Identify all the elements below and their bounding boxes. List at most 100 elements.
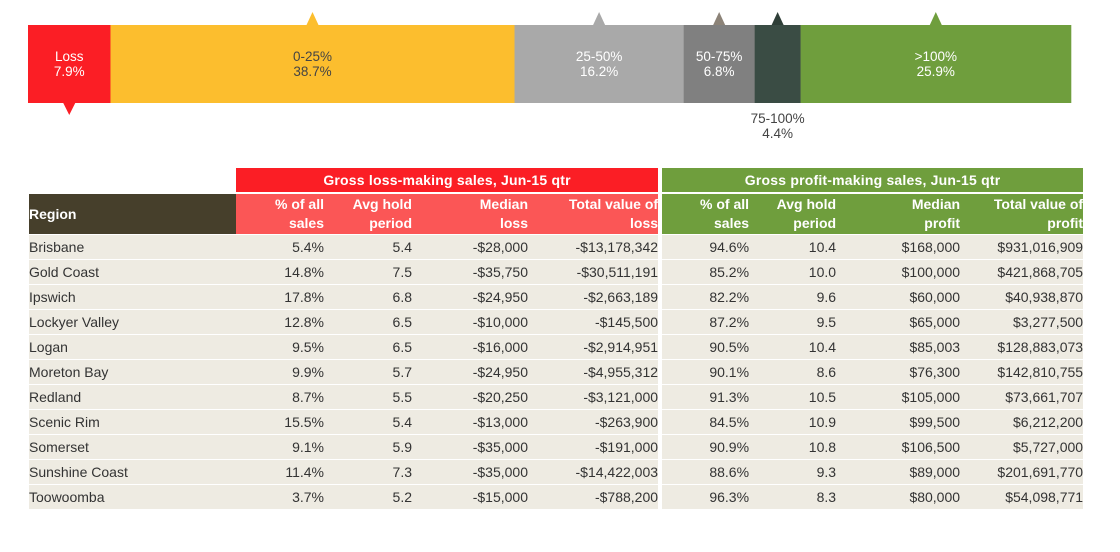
loss-cell: -$28,000 <box>412 234 528 259</box>
profit-cell: $201,691,770 <box>960 459 1084 484</box>
loss-cell: 17.8% <box>236 284 324 309</box>
table-row: Ipswich 17.8% 6.8 -$24,950 -$2,663,189 82.2% 9… <box>29 284 1084 309</box>
profit-cell: $80,000 <box>836 484 961 509</box>
loss-cell: -$13,000 <box>412 409 528 434</box>
loss-cell: -$4,955,312 <box>528 359 663 384</box>
loss-col-header-line: period <box>369 215 412 231</box>
table-body: Brisbane 5.4% 5.4 -$28,000 -$13,178,342 94.6%… <box>29 234 1084 509</box>
loss-cell: 3.7% <box>236 484 324 509</box>
segment-label-25-50: 25-50% <box>576 49 623 64</box>
profit-cell: $3,277,500 <box>960 309 1084 334</box>
loss-cell: 6.8 <box>324 284 412 309</box>
loss-cell: 5.2 <box>324 484 412 509</box>
profit-cell: 9.5 <box>749 309 837 334</box>
segment-label-0-25: 0-25% <box>293 49 332 64</box>
loss-cell: -$16,000 <box>412 334 528 359</box>
loss-col-header-line: Total value of <box>568 196 659 212</box>
profit-cell: $60,000 <box>836 284 961 309</box>
loss-group-title: Gross loss-making sales, Jun-15 qtr <box>236 168 663 192</box>
bar-segment-75-100 <box>754 25 801 103</box>
profit-cell: 10.5 <box>749 384 837 409</box>
region-cell: Somerset <box>29 434 236 459</box>
table-row: Gold Coast 14.8% 7.5 -$35,750 -$30,511,191 85… <box>29 259 1084 284</box>
segment-label-75-100: 75-100% <box>751 111 805 126</box>
loss-cell: 5.7 <box>324 359 412 384</box>
loss-cell: 5.5 <box>324 384 412 409</box>
loss-cell: 9.1% <box>236 434 324 459</box>
profit-cell: 10.8 <box>749 434 837 459</box>
marker-25-50 <box>593 12 606 25</box>
marker-loss <box>63 103 76 115</box>
region-cell: Sunshine Coast <box>29 459 236 484</box>
profit-cell: $85,003 <box>836 334 961 359</box>
table-row: Lockyer Valley 12.8% 6.5 -$10,000 -$145,500 8… <box>29 309 1084 334</box>
loss-col-header-line: loss <box>630 215 659 231</box>
table-row: Moreton Bay 9.9% 5.7 -$24,950 -$4,955,312 90.… <box>29 359 1084 384</box>
loss-cell: 7.3 <box>324 459 412 484</box>
segment-value-25-50: 16.2% <box>580 64 618 79</box>
profit-cell: $142,810,755 <box>960 359 1084 384</box>
segment-label-100: >100% <box>915 49 957 64</box>
profit-col-header-line: profit <box>924 215 961 231</box>
profit-cell: 82.2% <box>662 284 750 309</box>
loss-cell: 5.4 <box>324 234 412 259</box>
region-cell: Redland <box>29 384 236 409</box>
table-row: Toowoomba 3.7% 5.2 -$15,000 -$788,200 96.3% 8.… <box>29 484 1084 509</box>
loss-cell: 6.5 <box>324 334 412 359</box>
profit-cell: $5,727,000 <box>960 434 1084 459</box>
table-row: Redland 8.7% 5.5 -$20,250 -$3,121,000 91.3% 10… <box>29 384 1084 409</box>
loss-cell: -$788,200 <box>528 484 663 509</box>
loss-cell: -$35,750 <box>412 259 528 284</box>
profit-col-header-line: Total value of <box>993 196 1084 212</box>
profit-cell: 9.3 <box>749 459 837 484</box>
segment-label-50-75: 50-75% <box>696 49 743 64</box>
profit-cell: 8.3 <box>749 484 837 509</box>
marker-75-100 <box>771 12 784 25</box>
profit-cell: $73,661,707 <box>960 384 1084 409</box>
loss-col-header: Median loss <box>412 192 528 234</box>
profit-cell: $65,000 <box>836 309 961 334</box>
bar-segment-0-25 <box>110 25 515 103</box>
bar-segment-50-75 <box>683 25 755 103</box>
profit-cell: $421,868,705 <box>960 259 1084 284</box>
profit-cell: $931,016,909 <box>960 234 1084 259</box>
profit-cell: 90.5% <box>662 334 750 359</box>
marker-0-25 <box>306 12 319 25</box>
loss-col-header: % of all sales <box>236 192 324 234</box>
table-row: Logan 9.5% 6.5 -$16,000 -$2,914,951 90.5% 10.4… <box>29 334 1084 359</box>
loss-cell: -$35,000 <box>412 459 528 484</box>
loss-cell: -$35,000 <box>412 434 528 459</box>
table-row: Somerset 9.1% 5.9 -$35,000 -$191,000 90.9% 10.… <box>29 434 1084 459</box>
loss-cell: 5.4 <box>324 409 412 434</box>
segment-value-75-100: 4.4% <box>762 126 793 141</box>
profit-cell: 10.4 <box>749 334 837 359</box>
bar-segment-loss <box>28 25 111 103</box>
profit-cell: 90.1% <box>662 359 750 384</box>
region-cell: Gold Coast <box>29 259 236 284</box>
marker-100 <box>929 12 942 25</box>
profit-cell: 87.2% <box>662 309 750 334</box>
loss-col-header: Total value of loss <box>528 192 663 234</box>
loss-cell: -$3,121,000 <box>528 384 663 409</box>
loss-cell: 12.8% <box>236 309 324 334</box>
profit-col-header-line: sales <box>714 215 750 231</box>
profit-group-title: Gross profit-making sales, Jun-15 qtr <box>662 168 1084 192</box>
loss-cell: 14.8% <box>236 259 324 284</box>
profit-cell: $106,500 <box>836 434 961 459</box>
profit-col-header-line: Median <box>911 196 961 212</box>
sales-summary-table: Gross loss-making sales, Jun-15 qtr Gros… <box>29 168 1084 509</box>
profit-col-header: % of all sales <box>662 192 750 234</box>
segment-value-loss: 7.9% <box>54 64 85 79</box>
profit-col-header: Avg hold period <box>749 192 837 234</box>
loss-col-header-line: Avg hold <box>352 196 412 212</box>
profit-col-header-line: period <box>793 215 837 231</box>
loss-cell: 5.4% <box>236 234 324 259</box>
segment-label-loss: Loss <box>55 49 84 64</box>
region-cell: Lockyer Valley <box>29 309 236 334</box>
loss-cell: 7.5 <box>324 259 412 284</box>
loss-col-header-line: loss <box>499 215 528 231</box>
loss-cell: -$2,663,189 <box>528 284 663 309</box>
profit-cell: $6,212,200 <box>960 409 1084 434</box>
segment-value-50-75: 6.8% <box>704 64 735 79</box>
